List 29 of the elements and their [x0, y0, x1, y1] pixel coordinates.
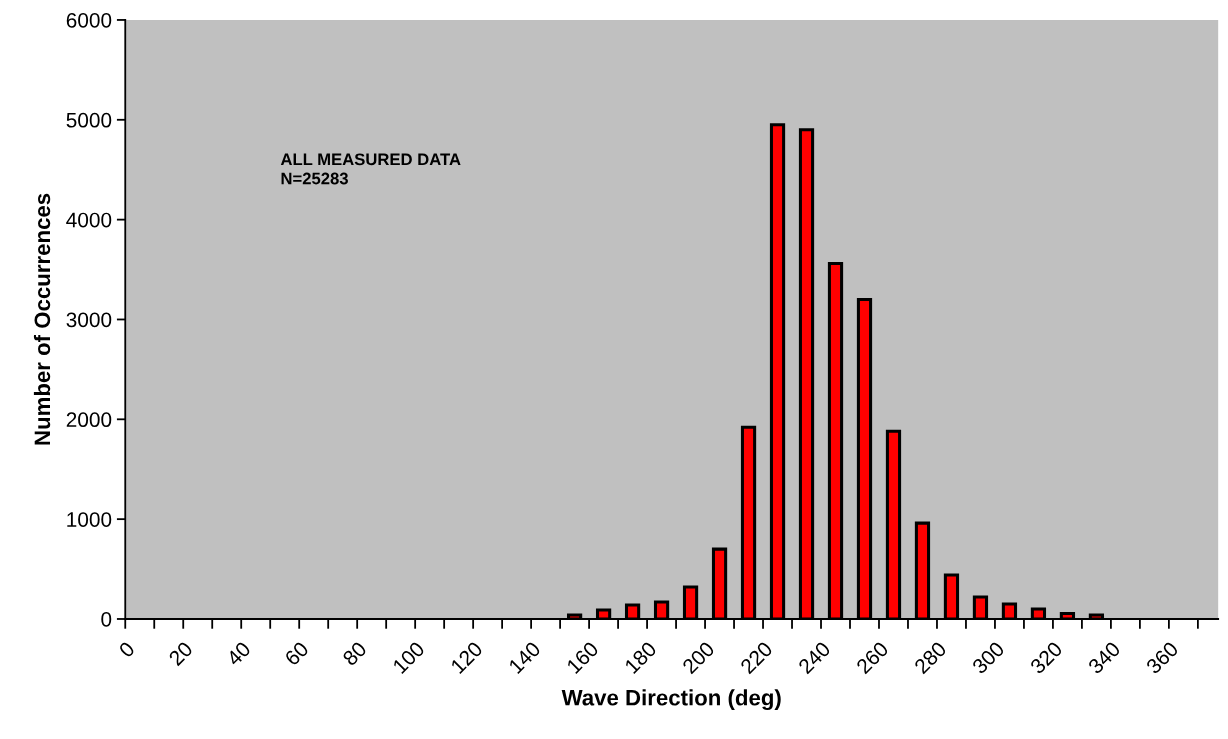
- y-tick-label: 3000: [66, 312, 112, 328]
- x-tick-label: 0: [118, 640, 136, 659]
- x-tick-label: 60: [283, 640, 310, 667]
- y-axis-title: Number of Occurrences: [33, 193, 51, 445]
- y-tick-label: 6000: [66, 12, 112, 28]
- y-tick-label: 2000: [66, 412, 112, 428]
- x-tick-label: 120: [450, 640, 484, 675]
- x-tick-label: 320: [1029, 640, 1064, 675]
- x-tick-label: 260: [855, 640, 890, 675]
- x-tick-label: 20: [167, 640, 194, 667]
- x-tick-label: 140: [508, 640, 542, 675]
- y-tick-label: 1000: [67, 512, 112, 527]
- x-tick-label: 200: [681, 640, 716, 675]
- x-tick-label: 160: [566, 640, 600, 675]
- x-tick-label: 280: [913, 640, 948, 675]
- x-tick-label: 360: [1145, 640, 1180, 675]
- y-tick-label: 5000: [66, 112, 112, 128]
- x-tick-label: 300: [971, 640, 1006, 675]
- x-tick-label: 40: [225, 640, 252, 667]
- x-tick-label: 240: [797, 640, 832, 675]
- x-axis-title: Wave Direction (deg): [561, 689, 781, 711]
- x-tick-label: 80: [341, 640, 368, 667]
- y-tick-label: 4000: [66, 212, 112, 228]
- x-tick-label: 100: [392, 640, 426, 675]
- x-tick-label: 180: [624, 640, 658, 675]
- y-tick-label: 0: [101, 611, 112, 627]
- x-tick-label: 340: [1087, 640, 1122, 675]
- x-tick-label: 220: [739, 640, 774, 675]
- annotation: ALL MEASURED DATA N=25283: [280, 153, 461, 185]
